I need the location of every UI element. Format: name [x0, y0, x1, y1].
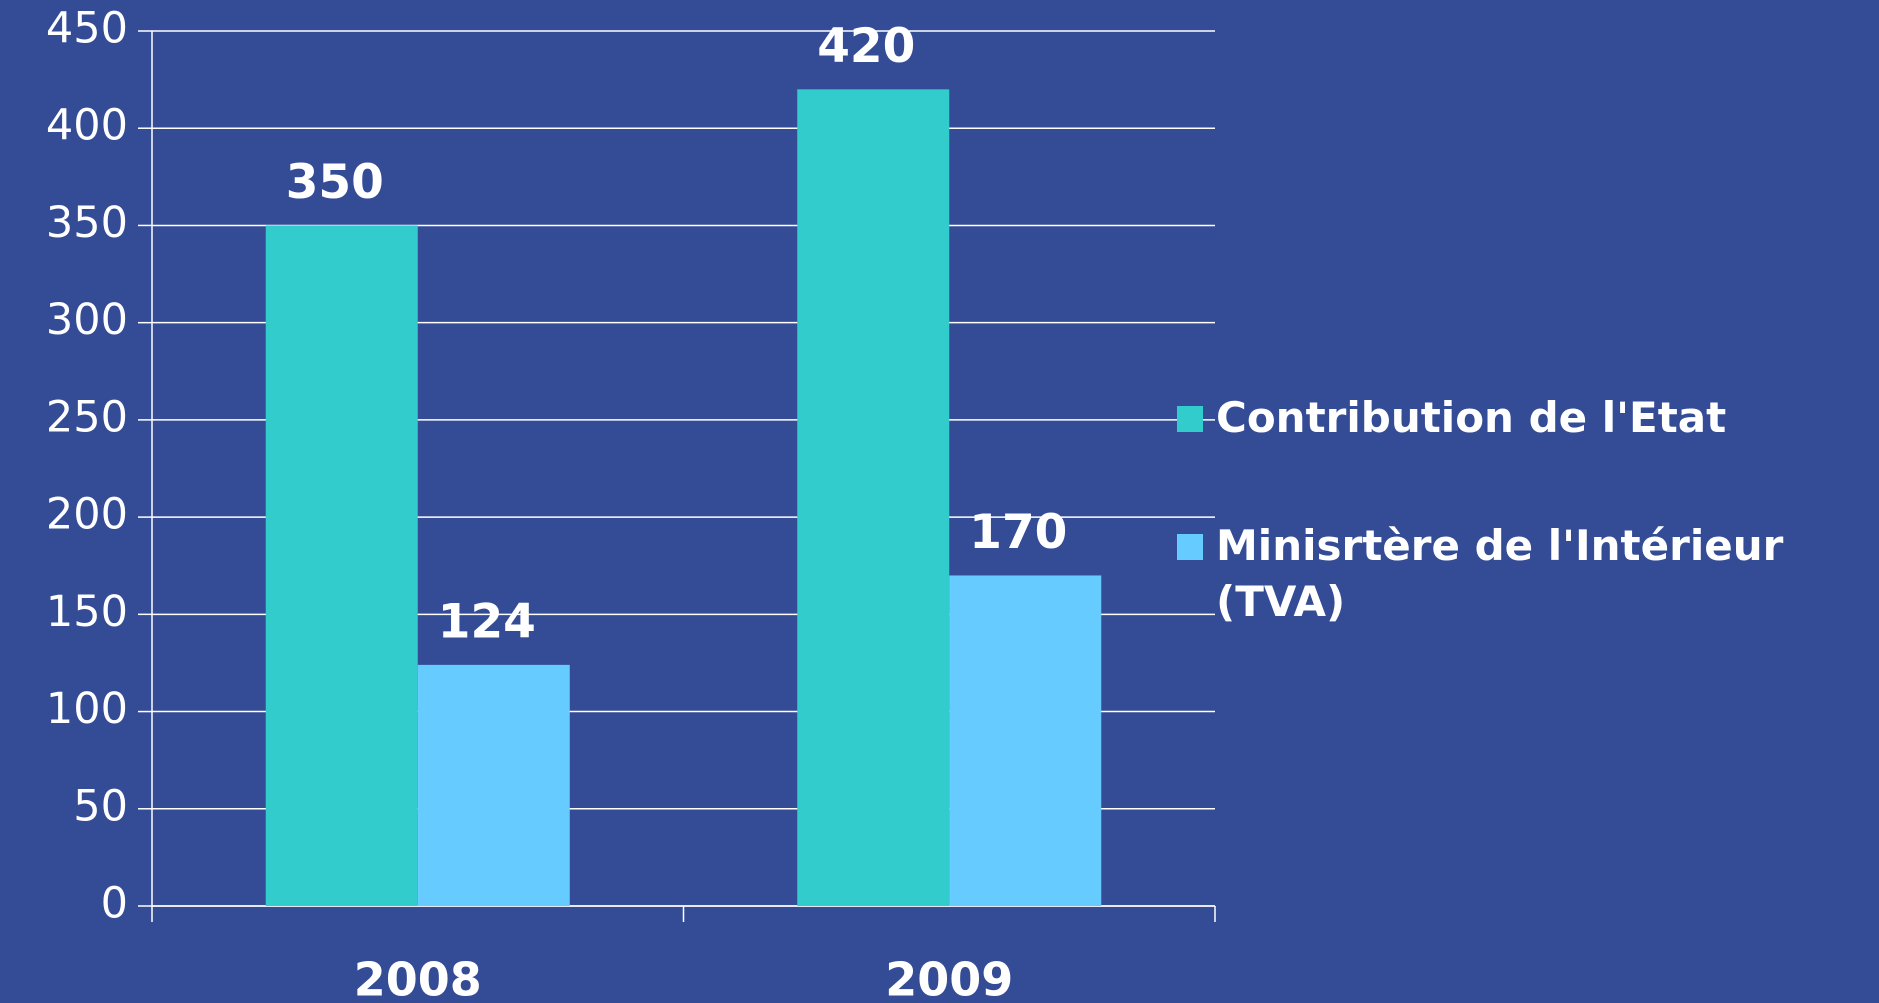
data-label: 350: [286, 155, 384, 210]
y-tick-label: 250: [46, 392, 128, 442]
y-tick-label: 200: [46, 490, 128, 540]
legend-swatch: [1177, 534, 1203, 560]
legend-label: Minisrtère de l'Intérieur (TVA): [1216, 521, 1784, 626]
legend: Contribution de l'Etat Minisrtère de l'In…: [1177, 390, 1867, 702]
bar: [265, 225, 418, 906]
y-tick-label: 100: [46, 684, 128, 734]
x-tick-label: 2008: [354, 953, 482, 1003]
bar: [797, 89, 950, 907]
y-tick-label: 400: [46, 101, 128, 151]
legend-label: Contribution de l'Etat: [1216, 393, 1727, 442]
y-tick-label: 450: [46, 4, 128, 54]
y-tick-label: 50: [73, 781, 128, 831]
y-tick-label: 150: [46, 587, 128, 637]
legend-swatch: [1177, 406, 1203, 432]
data-label: 420: [817, 19, 915, 74]
data-label: 170: [969, 505, 1067, 560]
y-tick-label: 0: [101, 879, 128, 929]
x-tick-label: 2009: [885, 953, 1013, 1003]
data-label: 124: [438, 594, 536, 649]
y-tick-label: 300: [46, 295, 128, 345]
bar: [417, 664, 570, 906]
bar: [949, 575, 1102, 906]
y-tick-label: 350: [46, 198, 128, 248]
legend-item: Contribution de l'Etat: [1177, 390, 1867, 446]
legend-item: Minisrtère de l'Intérieur (TVA): [1177, 518, 1867, 630]
